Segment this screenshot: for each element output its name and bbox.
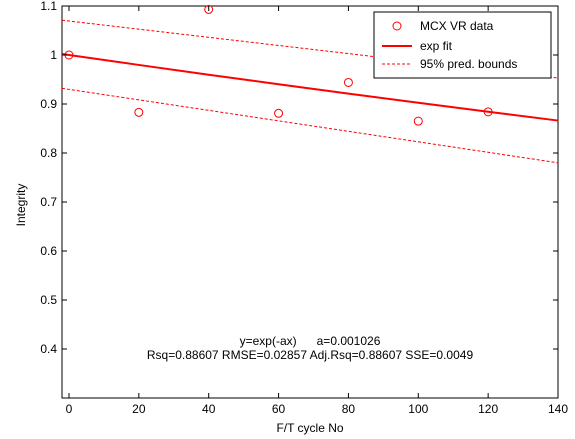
x-tick-label: 40 — [202, 402, 216, 416]
legend-label-fit: exp fit — [420, 39, 453, 53]
data-point — [134, 107, 144, 117]
legend-marker-data — [392, 21, 402, 31]
lower-prediction-bound — [61, 87, 559, 164]
x-tick-label: 0 — [66, 402, 73, 416]
data-point — [274, 108, 284, 118]
x-tick-label: 100 — [408, 402, 428, 416]
exp-fit-line — [61, 52, 559, 122]
y-tick-label: 0.9 — [40, 97, 57, 111]
y-tick-label: 1.1 — [40, 0, 57, 13]
legend-label-bounds: 95% pred. bounds — [420, 57, 517, 71]
fit-stats-annotation: Rsq=0.88607 RMSE=0.02857 Adj.Rsq=0.88607… — [147, 348, 474, 362]
y-tick-label: 0.4 — [40, 342, 57, 356]
y-tick-label: 0.8 — [40, 146, 57, 160]
data-point — [413, 116, 423, 126]
x-tick-label: 80 — [342, 402, 356, 416]
x-tick-label: 140 — [548, 402, 568, 416]
y-tick-label: 1 — [50, 48, 57, 62]
legend: MCX VR data exp fit 95% pred. bounds — [373, 11, 552, 79]
x-tick-label: 120 — [478, 402, 498, 416]
x-tick-label: 60 — [272, 402, 286, 416]
data-point — [343, 77, 353, 87]
data-point — [204, 4, 214, 14]
x-tick-label: 20 — [132, 402, 146, 416]
y-tick-label: 0.7 — [40, 195, 57, 209]
y-tick-label: 0.5 — [40, 293, 57, 307]
fit-equation-annotation: y=exp(-ax) a=0.001026 — [240, 334, 381, 348]
axes-layer: 0 20 40 60 80 100 120 140 0.4 0.5 0.6 0.7 0.8 0.9 1 1.1 — [40, 0, 568, 416]
y-tick-label: 0.6 — [40, 244, 57, 258]
y-axis-label: Integrity — [14, 184, 28, 227]
x-axis-label: F/T cycle No — [276, 421, 343, 435]
legend-label-data: MCX VR data — [420, 19, 494, 33]
data-point — [483, 107, 493, 117]
